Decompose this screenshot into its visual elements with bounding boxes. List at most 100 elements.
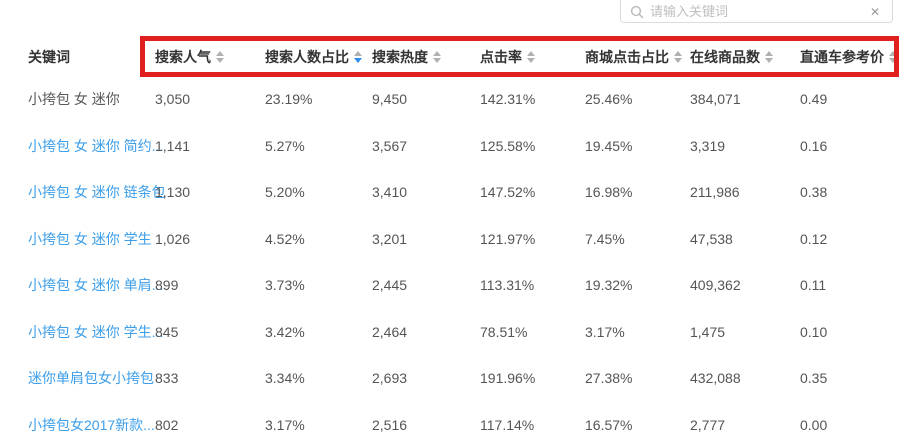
metric-cell-ppc-reference-price: 0.16 (800, 137, 828, 154)
column-header-ppc-reference-price[interactable]: 直通车参考价 (800, 47, 902, 67)
metric-cell-online-products: 211,986 (690, 184, 740, 201)
table-header-row: 关键词 搜索人气 搜索人数占比 搜索热度 点击率 商城点击占比 在线商品数 直通车参考价 (0, 38, 902, 76)
column-header-mall-click-share[interactable]: 商城点击占比 (585, 47, 690, 67)
metric-cell-mall-click-share: 27.38% (585, 370, 633, 387)
metric-cell-mall-click-share: 3.17% (585, 323, 625, 340)
metric-cell-search-popularity: 899 (155, 277, 179, 294)
table-row: 小挎包 女 迷你 单肩... 899 3.73% 2,445 113.31% 19.32%… (0, 262, 902, 309)
metric-cell-online-products: 432,088 (690, 370, 741, 387)
metric-cell-online-products: 409,362 (690, 277, 741, 294)
column-header-search-heat[interactable]: 搜索热度 (372, 47, 480, 67)
metric-cell-search-heat: 3,567 (372, 137, 408, 154)
metric-cell-search-popularity: 845 (155, 323, 179, 340)
keyword-table: 关键词 搜索人气 搜索人数占比 搜索热度 点击率 商城点击占比 在线商品数 直通车参考价 小挎… (0, 38, 902, 447)
metric-cell-online-products: 47,538 (690, 230, 733, 247)
table-row: 小挎包 女 迷你 学生... 845 3.42% 2,464 78.51% 3.17% 1,… (0, 309, 902, 356)
metric-cell-searcher-share: 5.27% (265, 137, 305, 154)
metric-cell-click-rate: 191.96% (480, 370, 536, 387)
column-header-online-products[interactable]: 在线商品数 (690, 47, 800, 67)
column-header-label: 直通车参考价 (800, 49, 884, 65)
keyword-cell[interactable]: 小挎包女2017新款... (28, 416, 155, 433)
metric-cell-search-popularity: 1,026 (155, 230, 191, 247)
metric-cell-click-rate: 78.51% (480, 323, 528, 340)
column-header-searcher-share[interactable]: 搜索人数占比 (265, 47, 372, 67)
metric-cell-searcher-share: 3.73% (265, 277, 305, 294)
table-body: 小挎包 女 迷你 3,050 23.19% 9,450 142.31% 25.46% 384… (0, 76, 902, 447)
metric-cell-search-heat: 3,201 (372, 230, 408, 247)
metric-cell-mall-click-share: 16.98% (585, 184, 633, 201)
keyword-cell[interactable]: 小挎包 女 迷你 学生... (28, 323, 164, 340)
metric-cell-searcher-share: 23.19% (265, 91, 313, 108)
metric-cell-click-rate: 147.52% (480, 184, 536, 201)
metric-cell-mall-click-share: 19.45% (585, 137, 633, 154)
metric-cell-click-rate: 113.31% (480, 277, 535, 294)
column-header-click-rate[interactable]: 点击率 (480, 47, 585, 67)
sort-caret-icon[interactable] (354, 51, 362, 63)
metric-cell-ppc-reference-price: 0.00 (800, 416, 828, 433)
metric-cell-search-heat: 2,445 (372, 277, 408, 294)
sort-caret-icon[interactable] (889, 51, 897, 63)
metric-cell-mall-click-share: 16.57% (585, 416, 633, 433)
metric-cell-mall-click-share: 19.32% (585, 277, 633, 294)
metric-cell-online-products: 1,475 (690, 323, 726, 340)
metric-cell-click-rate: 121.97% (480, 230, 536, 247)
metric-cell-searcher-share: 3.17% (265, 416, 305, 433)
keyword-cell[interactable]: 小挎包 女 迷你 简约... (28, 137, 164, 154)
keyword-cell[interactable]: 小挎包 女 迷你 (28, 91, 120, 108)
table-row: 小挎包 女 迷你 简约... 1,141 5.27% 3,567 125.58% 19.4… (0, 123, 902, 170)
metric-cell-ppc-reference-price: 0.49 (800, 91, 828, 108)
sort-caret-icon[interactable] (765, 51, 773, 63)
column-header-label: 搜索人数占比 (265, 49, 349, 65)
search-icon (630, 5, 644, 18)
metric-cell-searcher-share: 3.34% (265, 370, 305, 387)
keyword-search-input[interactable] (650, 4, 868, 19)
table-row: 小挎包女2017新款... 802 3.17% 2,516 117.14% 16.57% 2… (0, 402, 902, 447)
metric-cell-search-heat: 2,693 (372, 370, 408, 387)
metric-cell-click-rate: 117.14% (480, 416, 535, 433)
clear-search-icon[interactable]: ✕ (869, 4, 880, 19)
column-header-label: 在线商品数 (690, 49, 760, 65)
metric-cell-click-rate: 142.31% (480, 91, 536, 108)
column-header-label: 搜索人气 (155, 49, 211, 65)
metric-cell-search-popularity: 1,141 (155, 137, 191, 154)
metric-cell-mall-click-share: 25.46% (585, 91, 633, 108)
sort-caret-icon[interactable] (527, 51, 535, 63)
keyword-search-box[interactable]: ✕ (620, 0, 893, 23)
metric-cell-searcher-share: 3.42% (265, 323, 305, 340)
metric-cell-ppc-reference-price: 0.10 (800, 323, 828, 340)
keyword-cell[interactable]: 小挎包 女 迷你 单肩... (28, 277, 164, 294)
metric-cell-search-heat: 3,410 (372, 184, 408, 201)
metric-cell-search-heat: 2,516 (372, 416, 408, 433)
table-row: 小挎包 女 迷你 3,050 23.19% 9,450 142.31% 25.46% 384… (0, 76, 902, 123)
column-header-search-popularity[interactable]: 搜索人气 (155, 47, 265, 67)
sort-caret-icon[interactable] (674, 51, 682, 63)
metric-cell-ppc-reference-price: 0.35 (800, 370, 828, 387)
column-header-label: 商城点击占比 (585, 49, 669, 65)
keyword-cell[interactable]: 小挎包 女 迷你 学生 (28, 230, 152, 247)
column-header-label: 搜索热度 (372, 49, 428, 65)
metric-cell-search-popularity: 1,130 (155, 184, 191, 201)
metric-cell-search-heat: 2,464 (372, 323, 408, 340)
metric-cell-mall-click-share: 7.45% (585, 230, 625, 247)
metric-cell-searcher-share: 4.52% (265, 230, 305, 247)
table-row: 迷你单肩包女小挎包 833 3.34% 2,693 191.96% 27.38% 432,0… (0, 355, 902, 402)
keyword-cell[interactable]: 迷你单肩包女小挎包 (28, 370, 154, 387)
metric-cell-ppc-reference-price: 0.38 (800, 184, 828, 201)
keyword-cell[interactable]: 小挎包 女 迷你 链条包 (28, 184, 166, 201)
metric-cell-ppc-reference-price: 0.11 (800, 277, 827, 294)
metric-cell-online-products: 2,777 (690, 416, 726, 433)
column-header-label: 点击率 (480, 49, 522, 65)
metric-cell-search-popularity: 3,050 (155, 91, 191, 108)
metric-cell-search-heat: 9,450 (372, 91, 408, 108)
table-row: 小挎包 女 迷你 链条包 1,130 5.20% 3,410 147.52% 16.98%… (0, 169, 902, 216)
sort-caret-icon[interactable] (433, 51, 441, 63)
metric-cell-click-rate: 125.58% (480, 137, 536, 154)
metric-cell-online-products: 3,319 (690, 137, 726, 154)
metric-cell-ppc-reference-price: 0.12 (800, 230, 828, 247)
metric-cell-searcher-share: 5.20% (265, 184, 305, 201)
column-header-keyword: 关键词 (28, 47, 155, 67)
sort-caret-icon[interactable] (216, 51, 224, 63)
metric-cell-search-popularity: 833 (155, 370, 179, 387)
metric-cell-online-products: 384,071 (690, 91, 741, 108)
